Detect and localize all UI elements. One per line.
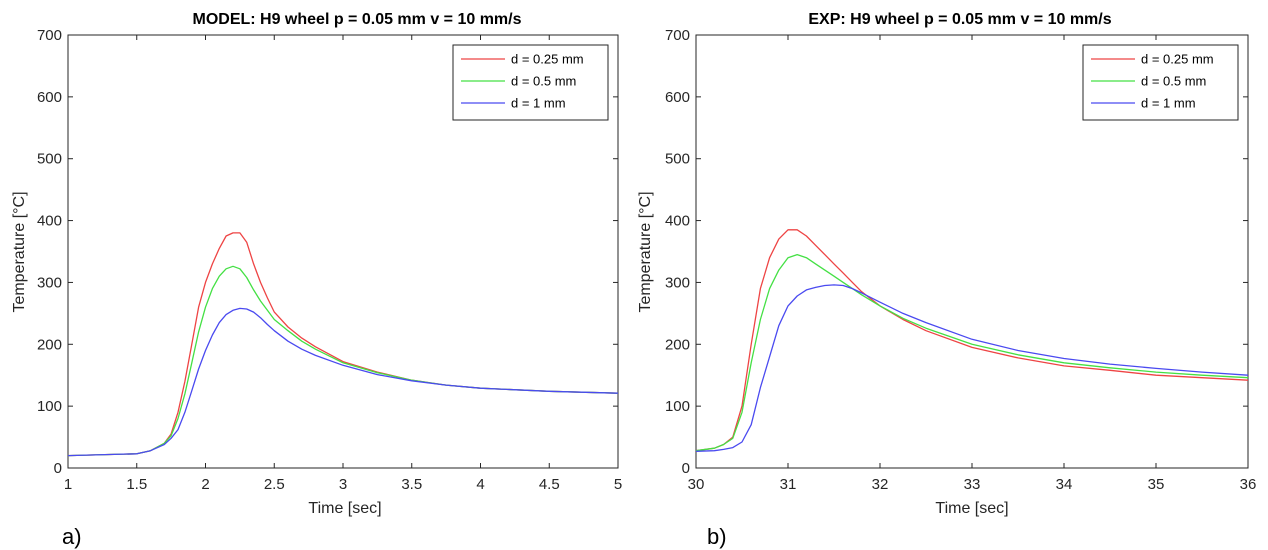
chart-title: EXP: H9 wheel p = 0.05 mm v = 10 mm/s — [808, 11, 1111, 28]
series-line — [695, 229, 1249, 452]
y-tick-label: 0 — [682, 460, 690, 477]
series-line — [67, 232, 619, 457]
y-tick-label: 600 — [665, 89, 690, 106]
legend-label: d = 0.5 mm — [511, 74, 576, 89]
model-chart-panel: MODEL: H9 wheel p = 0.05 mm v = 10 mm/s … — [11, 11, 622, 549]
x-tick-label: 1.5 — [126, 476, 147, 493]
legend-box — [1082, 44, 1239, 121]
y-tick-label: 100 — [665, 398, 690, 415]
y-tick-label: 700 — [37, 27, 62, 44]
x-tick-label: 32 — [872, 476, 889, 493]
y-tick-label: 500 — [37, 151, 62, 168]
y-tick-label: 100 — [37, 398, 62, 415]
y-tick-label: 300 — [665, 274, 690, 291]
x-tick-label: 4.5 — [539, 476, 560, 493]
x-tick-label: 2.5 — [264, 476, 285, 493]
series-line — [695, 284, 1249, 452]
y-tick-label: 300 — [37, 274, 62, 291]
x-tick-label: 4 — [476, 476, 484, 493]
y-axis-label: Temperature [°C] — [637, 191, 654, 312]
legend-label: d = 0.25 mm — [1141, 52, 1214, 67]
x-tick-label: 1 — [64, 476, 72, 493]
exp-chart-panel: EXP: H9 wheel p = 0.05 mm v = 10 mm/s Ti… — [637, 11, 1256, 549]
series-line — [67, 307, 619, 457]
y-tick-label: 200 — [665, 336, 690, 353]
x-tick-label: 31 — [780, 476, 797, 493]
panel-label: a) — [62, 524, 82, 549]
y-tick-label: 0 — [54, 460, 62, 477]
x-tick-label: 2 — [201, 476, 209, 493]
x-tick-label: 33 — [964, 476, 981, 493]
series-line — [695, 253, 1249, 452]
y-tick-label: 200 — [37, 336, 62, 353]
y-tick-label: 500 — [665, 151, 690, 168]
legend-label: d = 1 mm — [511, 96, 566, 111]
legend-label: d = 1 mm — [1141, 96, 1196, 111]
x-tick-label: 5 — [614, 476, 622, 493]
chart-title: MODEL: H9 wheel p = 0.05 mm v = 10 mm/s — [192, 11, 521, 28]
y-tick-label: 600 — [37, 89, 62, 106]
legend-label: d = 0.25 mm — [511, 52, 584, 67]
y-tick-label: 700 — [665, 27, 690, 44]
x-tick-label: 36 — [1240, 476, 1257, 493]
x-axis-label: Time [sec] — [935, 500, 1008, 517]
x-tick-label: 35 — [1148, 476, 1165, 493]
y-tick-label: 400 — [665, 213, 690, 230]
x-axis-label: Time [sec] — [308, 500, 381, 517]
series-line — [67, 265, 619, 457]
legend-label: d = 0.5 mm — [1141, 74, 1206, 89]
x-tick-label: 30 — [688, 476, 705, 493]
y-tick-label: 400 — [37, 213, 62, 230]
x-tick-label: 3.5 — [401, 476, 422, 493]
legend-box — [452, 44, 609, 121]
x-tick-label: 3 — [339, 476, 347, 493]
x-tick-label: 34 — [1056, 476, 1073, 493]
panel-label: b) — [707, 524, 727, 549]
y-axis-label: Temperature [°C] — [11, 191, 28, 312]
